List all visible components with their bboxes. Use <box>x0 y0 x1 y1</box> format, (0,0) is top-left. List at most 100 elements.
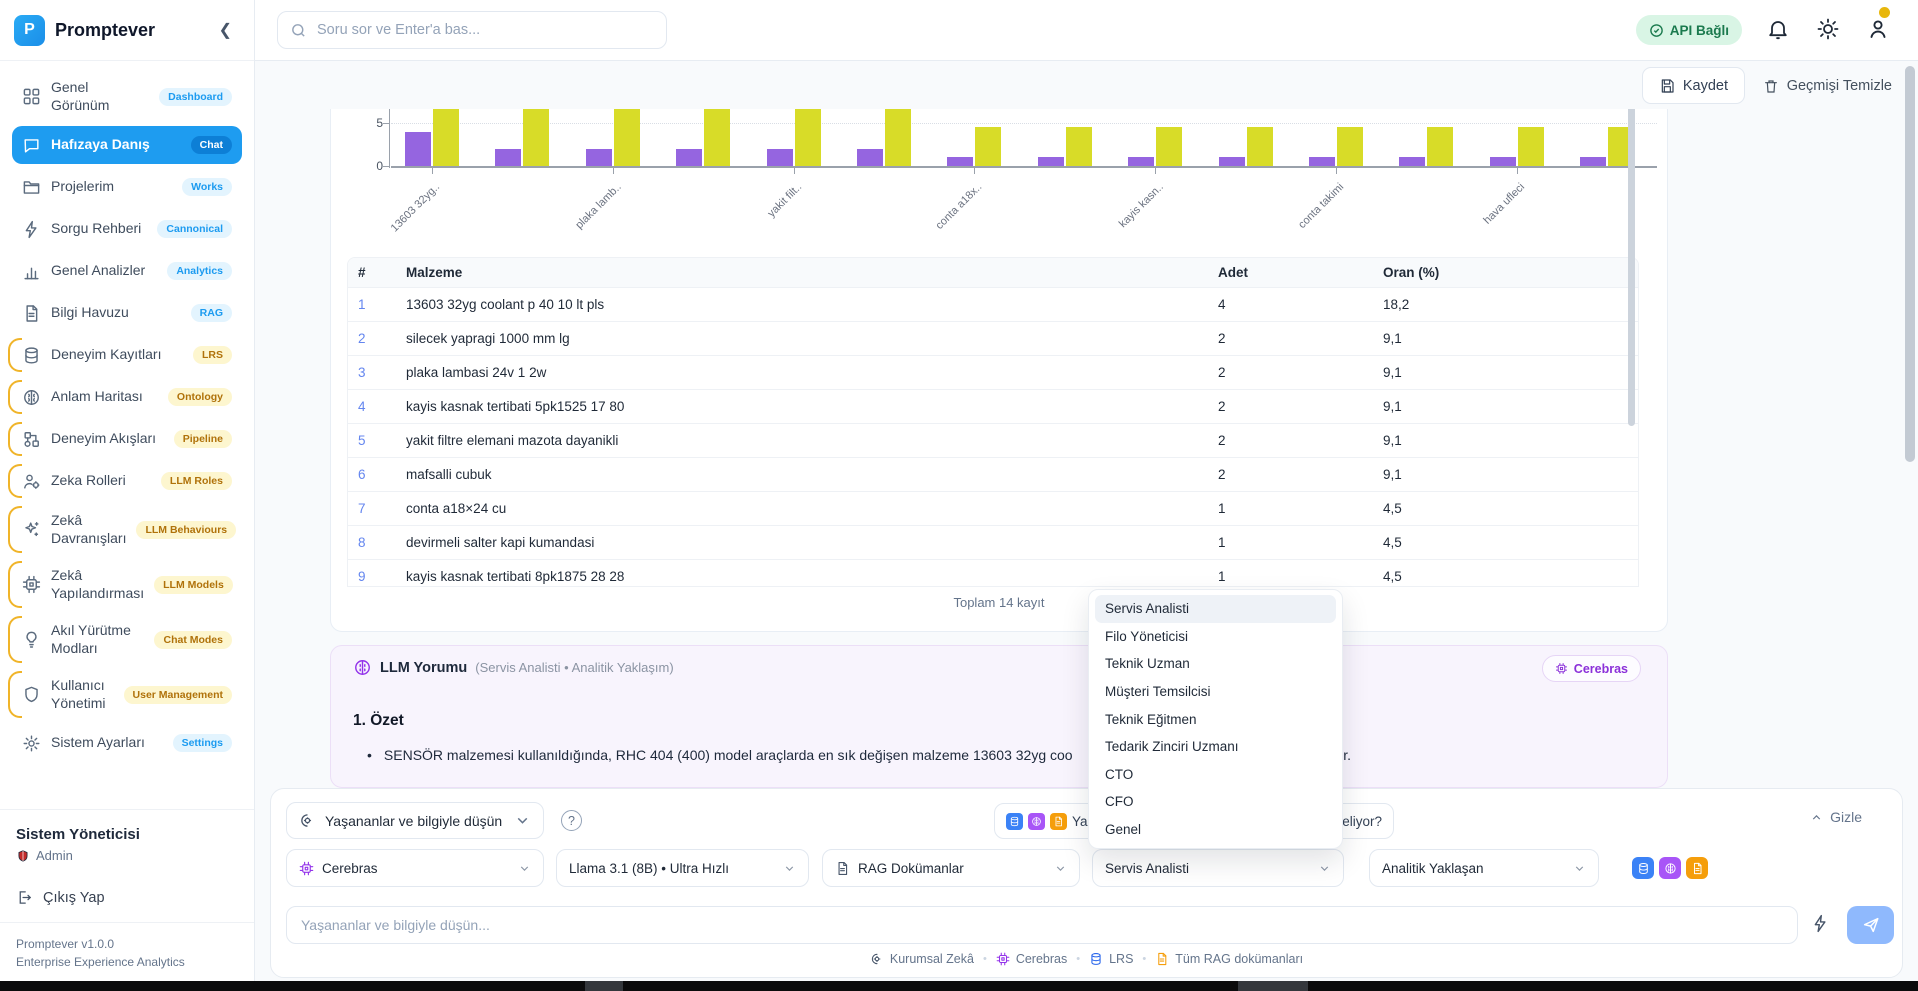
sidebar-item-12[interactable]: Zekâ Yapılandırması LLM Models <box>8 559 242 610</box>
sidebar-item-6[interactable]: Bilgi Havuzu RAG <box>12 294 242 332</box>
table-cell: 9,1 <box>1383 433 1402 448</box>
send-icon <box>1863 917 1878 933</box>
sidebar-item-4[interactable]: Sorgu Rehberi Cannonical <box>12 210 242 248</box>
bar-adet-3 <box>585 148 612 166</box>
llm-comment-meta: (Servis Analisti • Analitik Yaklaşım) <box>475 660 674 675</box>
document-icon <box>835 861 850 876</box>
dropdown-option[interactable]: Teknik Uzman <box>1105 656 1190 672</box>
table-cell: 2 <box>1218 467 1226 482</box>
sidebar-item-8[interactable]: Anlam Haritası Ontology <box>8 378 242 416</box>
table-row: 6 mafsalli cubuk 2 9,1 <box>348 458 1638 492</box>
select-value: RAG Dokümanlar <box>858 860 964 876</box>
select-value: Analitik Yaklaşan <box>1382 860 1484 876</box>
notifications-button[interactable] <box>1766 17 1792 43</box>
sidebar-item-10[interactable]: Zeka Rolleri LLM Roles <box>8 462 242 500</box>
sidebar-item-13[interactable]: Akıl Yürütme Modları Chat Modes <box>8 614 242 665</box>
table-row: 5 yakit filtre elemani mazota dayanikli 2 9… <box>348 424 1638 458</box>
sidebar-item-label: Akıl Yürütme Modları <box>51 622 131 656</box>
chevron-down-icon <box>520 865 529 871</box>
global-search[interactable] <box>277 11 667 49</box>
composer-panel: Yaşananlar ve bilgiyle düşün ? Yaşa eliy… <box>270 788 1903 978</box>
select-3[interactable]: RAG Dokümanlar <box>822 849 1080 887</box>
search-input[interactable] <box>317 22 654 38</box>
llm-summary-heading: 1. Özet <box>353 712 404 729</box>
dropdown-option[interactable]: CFO <box>1105 794 1134 810</box>
sidebar-item-badge: LRS <box>193 346 232 364</box>
footer-chip: Tüm RAG dokümanları <box>1155 952 1303 966</box>
bar-adet-8 <box>1037 157 1064 166</box>
bar-adet-1 <box>405 131 431 166</box>
select-2[interactable]: Llama 3.1 (8B) • Ultra Hızlı <box>556 849 809 887</box>
dropdown-option[interactable]: Genel <box>1105 822 1142 838</box>
dropdown-option[interactable]: Müşteri Temsilcisi <box>1105 684 1211 700</box>
thinking-mode-button[interactable]: Yaşananlar ve bilgiyle düşün <box>286 802 544 839</box>
sidebar-item-1[interactable]: Genel Görünüm Dashboard <box>12 71 242 122</box>
brain-icon <box>22 388 41 407</box>
logo-row: P Promptever ❮ <box>0 0 254 61</box>
sidebar-item-2[interactable]: Hafızaya Danış Chat <box>12 126 242 164</box>
select-4[interactable]: Servis Analisti <box>1092 849 1344 887</box>
document-icon <box>1155 952 1169 966</box>
chat-input[interactable] <box>286 906 1798 944</box>
dropdown-option[interactable]: Filo Yöneticisi <box>1105 628 1189 644</box>
shield-icon <box>22 685 41 704</box>
x-axis-label: kayis kasn.. <box>1116 181 1166 231</box>
sidebar-item-badge: LLM Models <box>154 575 233 594</box>
llm-comment-card: LLM Yorumu (Servis Analisti • Analitik Y… <box>330 645 1668 788</box>
bar-oran-3 <box>613 103 640 166</box>
table-scrollbar[interactable] <box>1628 102 1635 426</box>
dropdown-option[interactable]: Servis Analisti <box>1095 595 1336 623</box>
table-row: 1 13603 32yg coolant p 40 10 lt pls 4 18,2 <box>348 288 1638 322</box>
sidebar-item-15[interactable]: Sistem Ayarları Settings <box>12 724 242 762</box>
quick-action-button[interactable] <box>1806 911 1834 939</box>
sidebar-item-5[interactable]: Genel Analizler Analytics <box>12 252 242 290</box>
table-cell: 4 <box>358 399 366 414</box>
sidebar-item-9[interactable]: Deneyim Akışları Pipeline <box>8 420 242 458</box>
footer-separator: • <box>982 953 987 965</box>
sidebar-collapse-button[interactable]: ❮ <box>211 16 240 44</box>
dropdown-option[interactable]: Teknik Eğitmen <box>1105 711 1197 727</box>
sun-icon <box>1817 18 1839 40</box>
document-icon <box>1050 812 1067 830</box>
dropdown-option[interactable]: CTO <box>1105 766 1134 782</box>
sidebar-item-label: Zeka Rolleri <box>51 472 126 489</box>
composer-footer: Kurumsal Zekâ • Cerebras • LRS • Tüm RAG doküm… <box>271 952 1902 966</box>
help-button[interactable]: ? <box>561 810 582 831</box>
brain-cog-icon <box>301 814 312 827</box>
logout-button[interactable]: Çıkış Yap <box>16 889 238 906</box>
clear-history-button[interactable]: Geçmişi Temizle <box>1753 67 1902 104</box>
table-header-cell: # <box>358 265 366 280</box>
table-cell: 2 <box>1218 365 1226 380</box>
select-1[interactable]: Cerebras <box>286 849 544 887</box>
select-5[interactable]: Analitik Yaklaşan <box>1369 849 1599 887</box>
bar-oran-1 <box>433 103 459 166</box>
save-button[interactable]: Kaydet <box>1641 67 1745 104</box>
send-button[interactable] <box>1847 906 1894 944</box>
document-quick-button[interactable] <box>1686 857 1708 879</box>
sidebar-user-section: Sistem Yöneticisi Admin Çıkış Yap <box>0 809 254 922</box>
user-role: Admin <box>16 848 238 863</box>
chevron-down-icon <box>785 865 794 871</box>
table-header-row: # Malzeme Adet Oran (%) <box>348 258 1638 288</box>
dropdown-option[interactable]: Tedarik Zinciri Uzmanı <box>1105 739 1239 755</box>
bar-adet-13 <box>1489 157 1516 166</box>
profile-button[interactable] <box>1866 17 1892 43</box>
sidebar-item-badge: Works <box>182 178 232 196</box>
sidebar-item-3[interactable]: Projelerim Works <box>12 168 242 206</box>
sidebar-item-label: Bilgi Havuzu <box>51 304 129 321</box>
main-scrollbar[interactable] <box>1905 66 1915 462</box>
sidebar-item-7[interactable]: Deneyim Kayıtları LRS <box>8 336 242 374</box>
nodes-icon <box>22 430 41 449</box>
table-total-label: Toplam 14 kayıt <box>953 595 1045 610</box>
sidebar-nav: Genel Görünüm Dashboard Hafızaya Danış Chat… <box>0 61 254 809</box>
sidebar-item-11[interactable]: Zekâ Davranışları LLM Behaviours <box>8 504 242 555</box>
hide-options-button[interactable]: Gizle <box>1810 809 1862 825</box>
database-quick-button[interactable] <box>1632 857 1654 879</box>
footer-separator: • <box>1142 953 1147 965</box>
topbar: API Bağlı <box>255 0 1918 61</box>
brain-quick-button[interactable] <box>1659 857 1681 879</box>
x-axis-label: yakit filt.. <box>765 181 805 220</box>
theme-toggle-button[interactable] <box>1816 17 1842 43</box>
sidebar-item-14[interactable]: Kullanıcı Yönetimi User Management <box>8 669 242 720</box>
